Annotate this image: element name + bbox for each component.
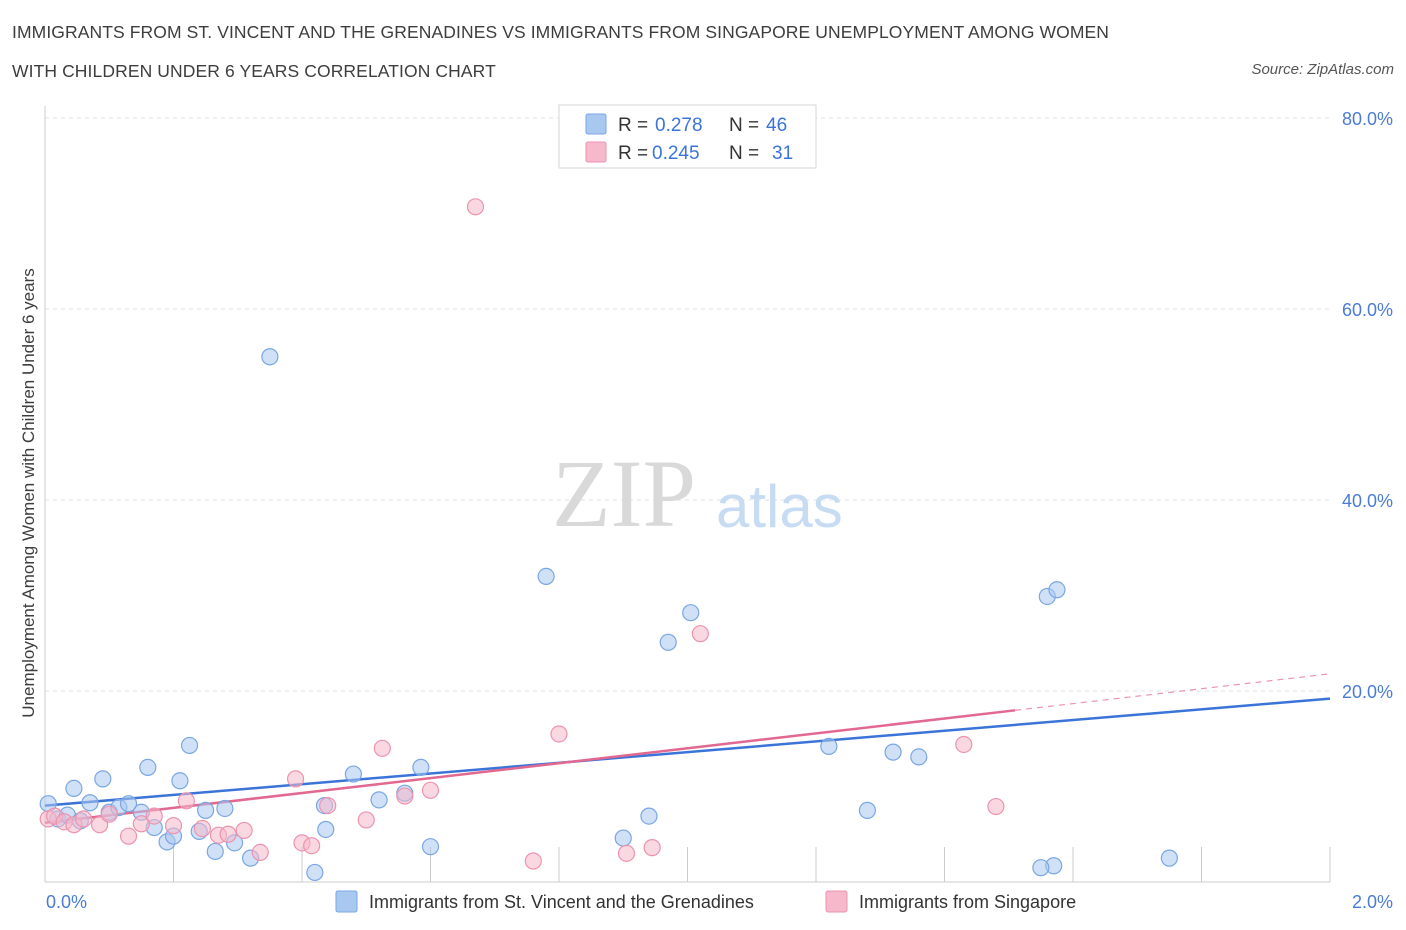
point-st-vincent: [197, 801, 215, 819]
series-legend: Immigrants from St. Vincent and the Gren…: [335, 890, 1076, 913]
y-tick-label: 60.0%: [1342, 300, 1393, 320]
axes: [44, 106, 1331, 883]
legend-n-value-blue: 46: [766, 115, 787, 136]
point-singapore: [955, 735, 973, 754]
point-singapore: [617, 844, 636, 862]
point-st-vincent: [81, 794, 99, 812]
point-st-vincent: [858, 801, 877, 819]
point-st-vincent: [682, 604, 700, 622]
point-singapore: [357, 811, 375, 829]
point-st-vincent: [820, 737, 838, 755]
point-st-vincent: [640, 807, 658, 825]
point-singapore: [100, 805, 118, 823]
point-st-vincent: [614, 829, 632, 847]
legend-n-value-pink: 31: [772, 143, 793, 164]
point-singapore: [91, 816, 109, 834]
point-singapore: [119, 827, 138, 845]
legend-n-label-pink: N =: [729, 143, 759, 164]
series-legend-swatch-pink: [825, 890, 848, 913]
legend-n-label-blue: N =: [729, 115, 759, 136]
point-st-vincent: [306, 863, 324, 882]
legend-r-value-pink: 0.245: [652, 143, 700, 164]
point-st-vincent: [1160, 849, 1178, 867]
point-singapore: [74, 810, 93, 828]
point-singapore: [164, 817, 183, 835]
y-tick-label: 40.0%: [1342, 491, 1393, 511]
point-st-vincent: [412, 758, 430, 777]
point-st-vincent: [94, 770, 112, 788]
point-st-vincent: [261, 348, 279, 366]
point-st-vincent: [216, 799, 234, 818]
trend-lines: [44, 673, 1331, 825]
point-singapore: [145, 807, 163, 825]
trend-line-st-vincent: [44, 697, 1331, 807]
x-tick-label-start: 0.0%: [46, 892, 87, 912]
chart-title-line2: WITH CHILDREN UNDER 6 YEARS CORRELATION …: [12, 61, 496, 81]
series-legend-swatch-blue: [335, 890, 358, 913]
point-st-vincent: [421, 838, 440, 856]
point-singapore: [132, 815, 150, 833]
point-st-vincent: [139, 758, 157, 777]
x-tick-label-end: 2.0%: [1352, 892, 1393, 912]
legend-swatch-blue: [585, 113, 607, 135]
point-singapore: [235, 821, 253, 840]
source-label: Source: ZipAtlas.com: [1251, 61, 1394, 78]
y-axis-label: Unemployment Among Women with Children U…: [19, 268, 38, 717]
chart-title-line1: IMMIGRANTS FROM ST. VINCENT AND THE GREN…: [12, 22, 1110, 42]
point-singapore: [286, 770, 305, 788]
point-singapore: [987, 797, 1005, 816]
point-singapore: [373, 739, 391, 757]
point-singapore: [303, 837, 321, 855]
point-singapore: [396, 787, 414, 805]
watermark-zip: ZIP: [552, 440, 696, 547]
point-st-vincent: [1032, 859, 1050, 877]
point-st-vincent: [206, 842, 224, 861]
legend-box: R = 0.278 N = 46 R = 0.245 N = 31: [558, 104, 817, 169]
point-singapore: [550, 725, 568, 743]
point-st-vincent: [344, 765, 362, 783]
point-singapore: [251, 843, 269, 861]
watermark-atlas: atlas: [716, 473, 843, 540]
legend-r-label-blue: R =: [618, 115, 648, 136]
trend-line-singapore-extension: [1015, 673, 1331, 711]
legend-r-label-pink: R =: [618, 143, 648, 164]
point-singapore: [691, 625, 709, 643]
point-st-vincent: [910, 748, 928, 766]
legend-swatch-pink: [585, 141, 607, 163]
point-singapore: [524, 852, 542, 870]
point-singapore: [193, 819, 212, 838]
point-singapore: [421, 781, 440, 799]
point-st-vincent: [659, 633, 677, 651]
point-st-vincent: [1048, 581, 1066, 599]
y-tick-label: 20.0%: [1342, 682, 1393, 702]
point-singapore: [219, 825, 237, 843]
point-st-vincent: [370, 791, 388, 809]
point-st-vincent: [180, 736, 199, 755]
point-singapore: [643, 839, 661, 857]
point-st-vincent: [171, 772, 189, 790]
legend-r-value-blue: 0.278: [655, 115, 703, 136]
point-singapore: [177, 792, 195, 810]
point-st-vincent: [884, 743, 902, 761]
point-st-vincent: [119, 795, 138, 813]
tick-labels: 20.0% 40.0% 60.0% 80.0% 0.0% 2.0%: [46, 109, 1393, 912]
point-singapore: [319, 796, 337, 815]
point-st-vincent: [537, 567, 555, 586]
point-st-vincent: [65, 779, 83, 798]
series-legend-label-pink: Immigrants from Singapore: [859, 892, 1076, 912]
point-singapore: [466, 198, 485, 216]
series-legend-label-blue: Immigrants from St. Vincent and the Gren…: [369, 892, 754, 912]
point-st-vincent: [317, 820, 335, 839]
y-tick-label: 80.0%: [1342, 109, 1393, 129]
data-points: [39, 198, 1178, 882]
